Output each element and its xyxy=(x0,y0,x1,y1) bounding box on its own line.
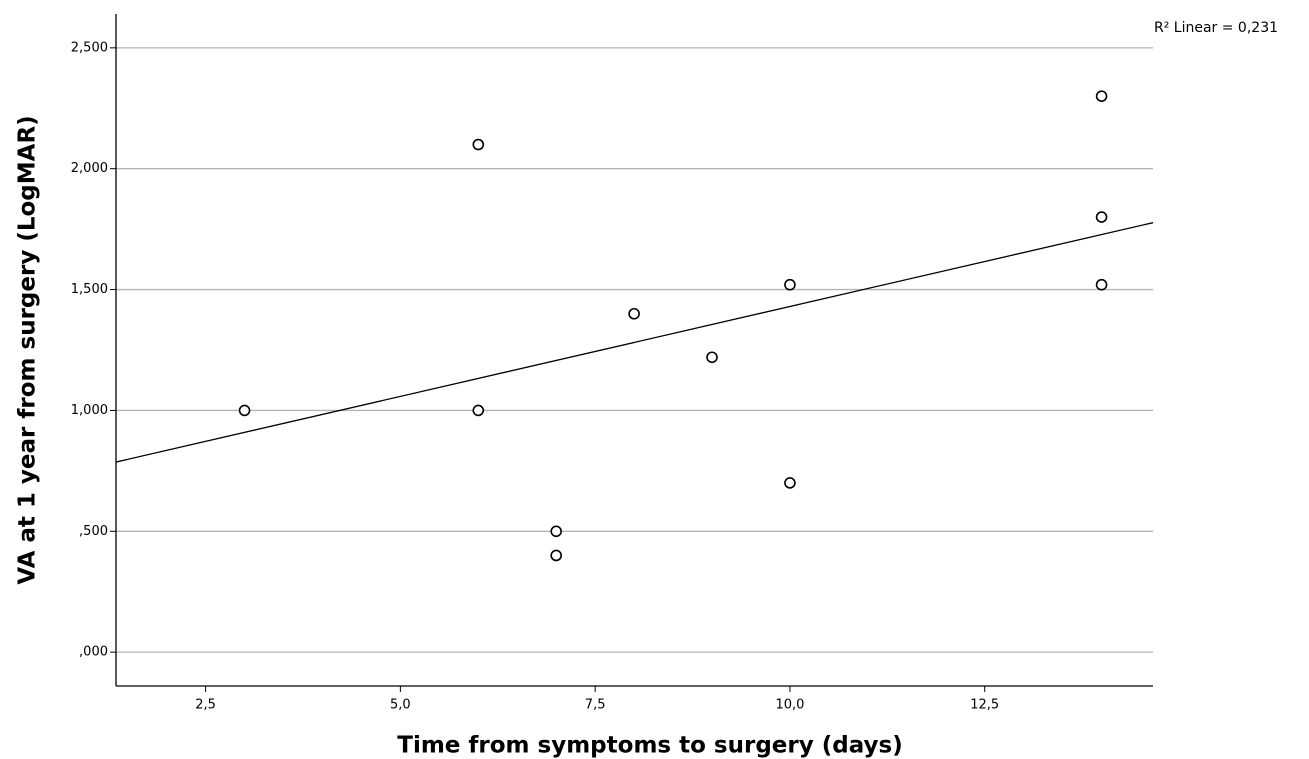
x-axis-title: Time from symptoms to surgery (days) xyxy=(397,733,902,759)
y-tick-label: ,500 xyxy=(79,524,108,539)
x-tick-label: 5,0 xyxy=(390,698,411,713)
y-tick-label: 2,000 xyxy=(71,161,108,176)
x-tick-label: 2,5 xyxy=(195,698,216,713)
x-tick-label: 10,0 xyxy=(775,698,804,713)
y-tick-label: 1,000 xyxy=(71,403,108,418)
point xyxy=(1095,278,1108,291)
point xyxy=(238,404,251,417)
x-tick-label: 7,5 xyxy=(585,698,606,713)
point xyxy=(784,278,796,291)
x-tick-label: 12,5 xyxy=(970,698,999,713)
annotation: R² Linear = 0,231 xyxy=(1154,20,1278,36)
y-tick-label: ,000 xyxy=(79,645,108,660)
point xyxy=(628,307,640,320)
point xyxy=(550,525,562,538)
y-axis-title: VA at 1 year from surgery (LogMAR) xyxy=(15,115,41,584)
y-tick-label: 2,500 xyxy=(71,40,108,55)
point xyxy=(1095,211,1108,223)
y-tick-label: 1,500 xyxy=(71,282,108,297)
point xyxy=(706,351,718,364)
fit-line xyxy=(115,222,1154,463)
point xyxy=(550,549,562,562)
point xyxy=(472,404,485,417)
point xyxy=(472,138,485,151)
point xyxy=(1095,90,1108,102)
point xyxy=(784,477,796,489)
